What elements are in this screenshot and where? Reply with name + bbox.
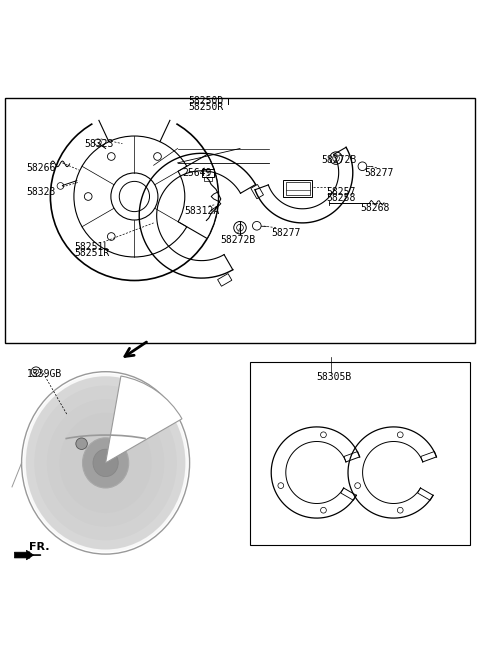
Text: 58251R: 58251R: [74, 248, 109, 258]
Bar: [204, 177, 212, 181]
Bar: [251, 185, 264, 198]
Text: 58250D: 58250D: [189, 96, 224, 106]
Ellipse shape: [34, 386, 177, 541]
Text: 58323: 58323: [26, 187, 56, 197]
Text: 58251L: 58251L: [74, 242, 109, 252]
Ellipse shape: [60, 413, 152, 513]
Wedge shape: [106, 376, 182, 463]
Bar: [217, 273, 232, 286]
Bar: [250, 362, 470, 545]
Circle shape: [76, 438, 87, 449]
Polygon shape: [14, 551, 34, 560]
Text: 58266: 58266: [26, 163, 56, 173]
Bar: [202, 169, 214, 177]
Text: 58312A: 58312A: [185, 206, 220, 216]
Text: 58250R: 58250R: [189, 102, 224, 112]
Text: 25649: 25649: [182, 168, 212, 177]
Text: 58257: 58257: [326, 187, 356, 197]
Text: 58272B: 58272B: [322, 155, 357, 165]
Bar: [283, 180, 312, 196]
Wedge shape: [178, 154, 218, 238]
Text: 58323: 58323: [84, 139, 113, 149]
Ellipse shape: [47, 399, 164, 527]
Ellipse shape: [83, 438, 129, 488]
Bar: [5, 98, 475, 343]
Text: 58277: 58277: [271, 228, 300, 238]
Text: 58305B: 58305B: [317, 372, 352, 382]
Text: 58258: 58258: [326, 193, 356, 203]
Ellipse shape: [93, 449, 118, 476]
Ellipse shape: [23, 374, 188, 553]
Bar: [286, 181, 310, 194]
Text: 58272B: 58272B: [221, 235, 256, 245]
Ellipse shape: [26, 376, 185, 549]
Text: FR.: FR.: [29, 542, 49, 552]
Text: 58268: 58268: [360, 203, 389, 213]
Text: 1339GB: 1339GB: [26, 369, 61, 379]
Text: 58277: 58277: [365, 168, 394, 177]
